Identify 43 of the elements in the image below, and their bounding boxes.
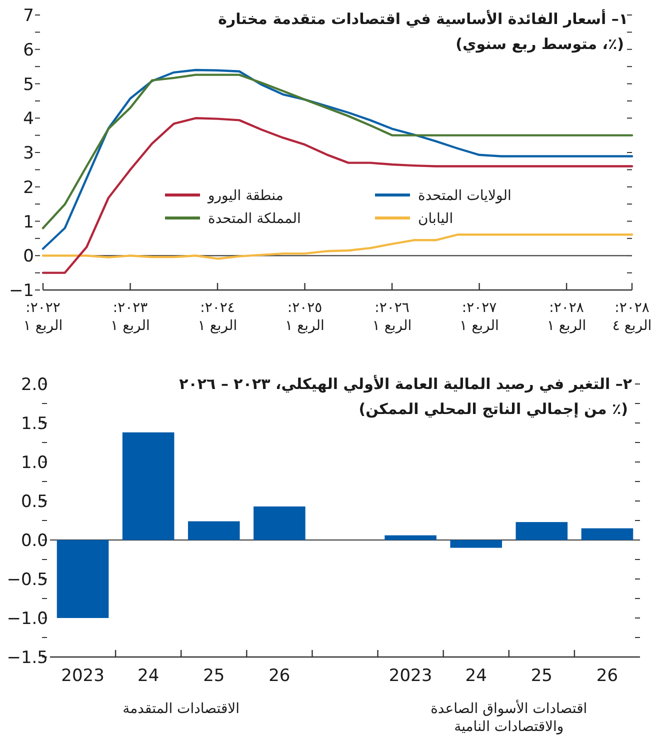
ytick: 0.5 bbox=[20, 492, 48, 512]
subtitle: (٪ من إجمالي الناتج المحلي الممكن) bbox=[358, 400, 628, 418]
xtick: ٢٠٢٧: الربع ١ bbox=[460, 300, 499, 334]
xtick: ٢٠٢٨: الربع ٤ bbox=[612, 300, 652, 334]
xtick: 26 bbox=[268, 666, 290, 686]
title: ١– أسعار الفائدة الأساسية في اقتصادات متقدمة مختارة bbox=[218, 10, 628, 28]
xtick: 25 bbox=[203, 666, 225, 686]
xtick: 24 bbox=[465, 666, 487, 686]
legend-label: اليابان bbox=[418, 211, 454, 227]
ytick: 1 bbox=[23, 212, 34, 232]
xtick: 2023 bbox=[388, 666, 432, 686]
legend-label: منطقة اليورو bbox=[208, 188, 284, 204]
ytick: 1.0 bbox=[20, 453, 48, 473]
ytick: 2.0 bbox=[20, 375, 48, 395]
xtick: ٢٠٢٥: الربع ١ bbox=[285, 300, 324, 334]
ytick: 3 bbox=[23, 144, 34, 164]
xtick: 25 bbox=[530, 666, 552, 686]
annotation: اقتصادات الأسواق الصاعدة والاقتصادات النامية bbox=[430, 701, 588, 736]
xtick: ٢٠٢٢: الربع ١ bbox=[23, 300, 63, 334]
ytick: 6 bbox=[23, 40, 34, 60]
xtick: 26 bbox=[596, 666, 618, 686]
annotation: الاقتصادات المتقدمة bbox=[122, 701, 240, 717]
ytick: −1.0 bbox=[6, 609, 48, 629]
xtick: 2023 bbox=[61, 666, 104, 686]
legend-label: الولايات المتحدة bbox=[418, 188, 512, 204]
title: ٢– التغير في رصيد المالية العامة الأولي الهيكلي، ٢٠٢٣ – ٢٠٢٦ bbox=[179, 375, 632, 393]
ytick: −1 bbox=[8, 281, 34, 301]
xtick: ٢٠٢٤: الربع ١ bbox=[198, 300, 238, 334]
xtick: 24 bbox=[138, 666, 160, 686]
ytick: 7 bbox=[23, 6, 34, 26]
ytick: 4 bbox=[23, 109, 34, 130]
ytick: −1.5 bbox=[6, 648, 48, 668]
ytick: 5 bbox=[23, 74, 34, 95]
ytick: 0.0 bbox=[20, 531, 48, 551]
ytick: 1.5 bbox=[20, 414, 48, 434]
xtick: ٢٠٢٦: الربع ١ bbox=[372, 300, 412, 334]
ytick: 2 bbox=[23, 178, 34, 198]
xtick: ٢٠٢٨: الربع ١ bbox=[546, 300, 586, 334]
xtick: ٢٠٢٣: الربع ١ bbox=[110, 300, 150, 334]
ytick: 0 bbox=[23, 246, 34, 267]
ytick: −0.5 bbox=[6, 570, 48, 590]
legend-label: المملكة المتحدة bbox=[208, 211, 301, 227]
subtitle: (٪، متوسط ربع سنوي) bbox=[456, 35, 624, 53]
